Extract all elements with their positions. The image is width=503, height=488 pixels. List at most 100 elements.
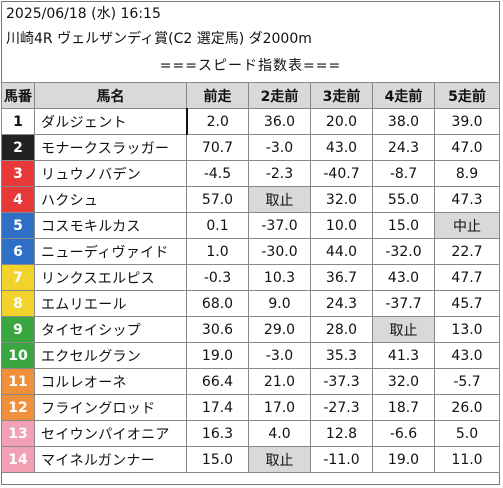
table-title: ===スピード指数表=== xyxy=(159,58,342,74)
col-header-4ago: 4走前 xyxy=(372,82,435,109)
table-row[interactable]: 7 リンクスエルピス -0.3 10.3 36.7 43.0 47.7 xyxy=(1,264,500,291)
speed-index-cell: -37.3 xyxy=(310,368,373,395)
speed-index-cell: 21.0 xyxy=(248,368,311,395)
table-row[interactable]: 8 エムリエール 68.0 9.0 24.3 -37.7 45.7 xyxy=(1,290,500,317)
horse-name: ニューディヴァイド xyxy=(34,238,187,265)
table-row[interactable]: 11 コルレオーネ 66.4 21.0 -37.3 32.0 -5.7 xyxy=(1,368,500,395)
speed-index-cell: 41.3 xyxy=(372,342,435,369)
horse-number: 11 xyxy=(1,368,35,395)
speed-index-cell: 35.3 xyxy=(310,342,373,369)
horse-number: 7 xyxy=(1,264,35,291)
speed-index-cell: -8.7 xyxy=(372,160,435,187)
speed-index-cell: 30.6 xyxy=(186,316,249,343)
speed-index-cell: -2.3 xyxy=(248,160,311,187)
speed-index-cell: -3.0 xyxy=(248,134,311,161)
speed-index-cell: 13.0 xyxy=(434,316,500,343)
speed-index-cell: 20.0 xyxy=(310,108,373,135)
horse-number: 2 xyxy=(1,134,35,161)
speed-index-cell: 10.3 xyxy=(248,264,311,291)
table-row[interactable]: 1 ダルジェント 2.0 36.0 20.0 38.0 39.0 xyxy=(1,108,500,135)
speed-index-cell: 29.0 xyxy=(248,316,311,343)
speed-index-cell: 24.3 xyxy=(372,134,435,161)
speed-index-cell: 47.0 xyxy=(434,134,500,161)
speed-index-cell: 32.0 xyxy=(310,186,373,213)
speed-index-cell: -3.0 xyxy=(248,342,311,369)
horse-number: 6 xyxy=(1,238,35,265)
speed-index-cell: 1.0 xyxy=(186,238,249,265)
table-row[interactable]: 9 タイセイシップ 30.6 29.0 28.0 取止 13.0 xyxy=(1,316,500,343)
speed-index-cell: 57.0 xyxy=(186,186,249,213)
speed-index-cell: 45.7 xyxy=(434,290,500,317)
table-header-row: 馬番 馬名 前走 2走前 3走前 4走前 5走前 xyxy=(1,82,500,109)
speed-index-cell: 43.0 xyxy=(434,342,500,369)
col-header-3ago: 3走前 xyxy=(310,82,373,109)
race-title: 川崎4R ヴェルザンディ賞(C2 選定馬) ダ2000m xyxy=(6,31,312,47)
horse-name: コルレオーネ xyxy=(34,368,187,395)
speed-index-cell: -27.3 xyxy=(310,394,373,421)
horse-number: 13 xyxy=(1,420,35,447)
speed-index-cell: 取止 xyxy=(248,446,311,473)
horse-name: エクセルグラン xyxy=(34,342,187,369)
speed-index-cell: 32.0 xyxy=(372,368,435,395)
speed-index-cell: -6.6 xyxy=(372,420,435,447)
speed-index-cell: 22.7 xyxy=(434,238,500,265)
speed-index-cell: 11.0 xyxy=(434,446,500,473)
speed-index-cell: 15.0 xyxy=(372,212,435,239)
speed-index-cell: -11.0 xyxy=(310,446,373,473)
race-datetime: 2025/06/18 (水) 16:15 xyxy=(6,6,161,22)
speed-index-cell: 39.0 xyxy=(434,108,500,135)
speed-index-cell: 取止 xyxy=(248,186,311,213)
speed-index-cell: 70.7 xyxy=(186,134,249,161)
horse-number: 1 xyxy=(1,108,35,135)
horse-number: 12 xyxy=(1,394,35,421)
speed-index-cell: 43.0 xyxy=(372,264,435,291)
speed-index-cell: 36.7 xyxy=(310,264,373,291)
horse-number: 3 xyxy=(1,160,35,187)
speed-index-cell: 18.7 xyxy=(372,394,435,421)
col-header-horse: 馬名 xyxy=(34,82,187,109)
col-header-5ago: 5走前 xyxy=(434,82,500,109)
col-header-2ago: 2走前 xyxy=(248,82,311,109)
table-row[interactable]: 10 エクセルグラン 19.0 -3.0 35.3 41.3 43.0 xyxy=(1,342,500,369)
horse-number: 14 xyxy=(1,446,35,473)
table-row[interactable]: 6 ニューディヴァイド 1.0 -30.0 44.0 -32.0 22.7 xyxy=(1,238,500,265)
speed-index-cell: -4.5 xyxy=(186,160,249,187)
speed-index-cell: 26.0 xyxy=(434,394,500,421)
horse-name: モナークスラッガー xyxy=(34,134,187,161)
speed-index-cell: 43.0 xyxy=(310,134,373,161)
speed-index-cell: -0.3 xyxy=(186,264,249,291)
horse-name: マイネルガンナー xyxy=(34,446,187,473)
horse-name: セイウンパイオニア xyxy=(34,420,187,447)
speed-index-cell: 16.3 xyxy=(186,420,249,447)
speed-index-cell: 17.4 xyxy=(186,394,249,421)
table-row[interactable]: 2 モナークスラッガー 70.7 -3.0 43.0 24.3 47.0 xyxy=(1,134,500,161)
speed-index-cell: 38.0 xyxy=(372,108,435,135)
speed-index-table: 馬番 馬名 前走 2走前 3走前 4走前 5走前 1 ダルジェント 2.0 36.0 2… xyxy=(1,82,500,473)
speed-index-cell: 5.0 xyxy=(434,420,500,447)
speed-index-cell: 10.0 xyxy=(310,212,373,239)
table-row[interactable]: 3 リュウノバデン -4.5 -2.3 -40.7 -8.7 8.9 xyxy=(1,160,500,187)
speed-index-cell: 24.3 xyxy=(310,290,373,317)
speed-index-cell: -30.0 xyxy=(248,238,311,265)
speed-index-cell: 4.0 xyxy=(248,420,311,447)
speed-index-cell: 19.0 xyxy=(186,342,249,369)
speed-index-cell: -40.7 xyxy=(310,160,373,187)
horse-name: フライングロッド xyxy=(34,394,187,421)
speed-index-cell: 28.0 xyxy=(310,316,373,343)
table-row[interactable]: 12 フライングロッド 17.4 17.0 -27.3 18.7 26.0 xyxy=(1,394,500,421)
table-row[interactable]: 5 コスモキルカス 0.1 -37.0 10.0 15.0 中止 xyxy=(1,212,500,239)
col-header-number: 馬番 xyxy=(1,82,35,109)
speed-index-cell: 2.0 xyxy=(186,108,249,135)
table-row[interactable]: 14 マイネルガンナー 15.0 取止 -11.0 19.0 11.0 xyxy=(1,446,500,473)
horse-number: 8 xyxy=(1,290,35,317)
table-row[interactable]: 13 セイウンパイオニア 16.3 4.0 12.8 -6.6 5.0 xyxy=(1,420,500,447)
horse-name: コスモキルカス xyxy=(34,212,187,239)
speed-index-cell: 19.0 xyxy=(372,446,435,473)
table-row[interactable]: 4 ハクシュ 57.0 取止 32.0 55.0 47.3 xyxy=(1,186,500,213)
horse-name: エムリエール xyxy=(34,290,187,317)
speed-index-cell: 9.0 xyxy=(248,290,311,317)
horse-number: 10 xyxy=(1,342,35,369)
horse-name: リュウノバデン xyxy=(34,160,187,187)
speed-index-cell: 44.0 xyxy=(310,238,373,265)
speed-index-cell: 36.0 xyxy=(248,108,311,135)
